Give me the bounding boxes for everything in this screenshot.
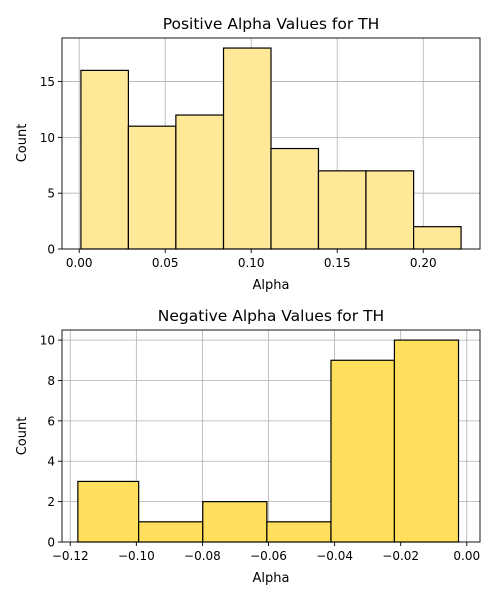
y-tick-label: 15 xyxy=(40,75,55,89)
x-axis-label: Alpha xyxy=(253,571,290,586)
bars xyxy=(77,339,460,543)
histogram-bar xyxy=(317,170,367,250)
x-axis-label: Alpha xyxy=(253,278,290,293)
histogram-bar xyxy=(413,226,462,250)
chart-title: Positive Alpha Values for TH xyxy=(163,15,380,33)
y-tick-label: 10 xyxy=(40,334,55,348)
histogram-bar xyxy=(330,359,396,543)
y-tick-label: 5 xyxy=(47,187,55,201)
axes: 0.00 0.05 0.10 0.15 0.20 0 5 10 15 xyxy=(40,37,481,270)
histogram-bar xyxy=(266,521,332,543)
y-tick-label: 4 xyxy=(47,455,55,469)
axes-frame xyxy=(61,37,481,250)
histogram-bar xyxy=(202,501,268,543)
histogram-bar xyxy=(365,170,415,250)
histogram-bar xyxy=(175,114,225,250)
x-tick-label: −0.10 xyxy=(118,549,155,563)
negative-alpha-histogram: −0.12 −0.10 −0.08 −0.06 −0.04 −0.02 0.00 0 2 4 6 8 1… xyxy=(15,307,481,586)
axes-frame xyxy=(61,329,481,543)
histogram-bar xyxy=(222,47,272,250)
x-tick-label: 0.05 xyxy=(152,256,179,270)
y-tick-label: 8 xyxy=(47,374,55,388)
bars xyxy=(80,47,462,250)
positive-alpha-histogram: 0.00 0.05 0.10 0.15 0.20 0 5 10 15 Positive Alph… xyxy=(15,15,481,293)
histogram-bar xyxy=(127,125,177,250)
histogram-bar xyxy=(77,480,140,543)
y-tick-label: 2 xyxy=(47,495,55,509)
y-axis-label: Count xyxy=(15,417,30,456)
y-tick-label: 0 xyxy=(47,536,55,550)
y-tick-label: 10 xyxy=(40,131,55,145)
x-tick-label: −0.06 xyxy=(250,549,287,563)
y-tick-label: 6 xyxy=(47,414,55,428)
x-tick-label: 0.15 xyxy=(324,256,351,270)
x-tick-label: 0.00 xyxy=(66,256,93,270)
y-axis-label: Count xyxy=(15,124,30,163)
x-tick-label: −0.08 xyxy=(184,549,221,563)
x-tick-label: 0.00 xyxy=(453,549,480,563)
histogram-bar xyxy=(80,69,129,250)
y-tick-label: 0 xyxy=(47,243,55,257)
histogram-bar xyxy=(270,147,320,250)
histogram-bar xyxy=(393,339,460,543)
x-tick-label: −0.02 xyxy=(382,549,419,563)
x-tick-label: 0.20 xyxy=(410,256,437,270)
x-tick-label: 0.10 xyxy=(238,256,265,270)
x-tick-label: −0.12 xyxy=(52,549,89,563)
x-tick-label: −0.04 xyxy=(316,549,353,563)
chart-title: Negative Alpha Values for TH xyxy=(158,307,384,325)
histogram-bar xyxy=(138,521,204,543)
axes: −0.12 −0.10 −0.08 −0.06 −0.04 −0.02 0.00 0 2 4 6 8 1… xyxy=(40,329,481,563)
